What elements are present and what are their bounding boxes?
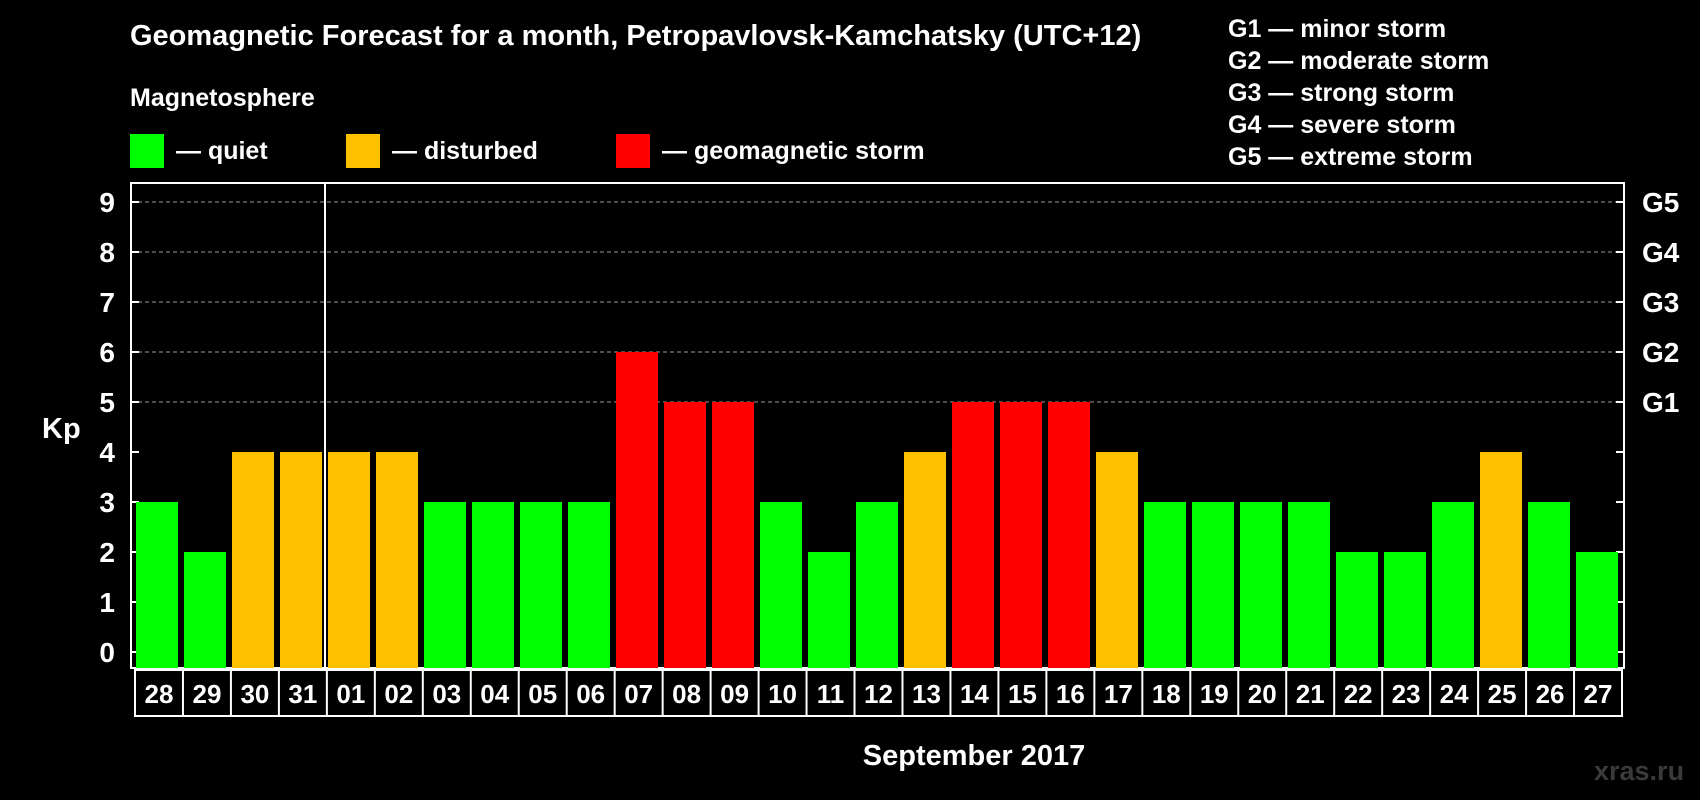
bar-day-21 bbox=[1288, 502, 1330, 668]
bar-day-15 bbox=[1000, 402, 1042, 668]
bar-day-22 bbox=[1336, 552, 1378, 668]
y-tick-label: 7 bbox=[99, 287, 115, 318]
x-tick-label-12: 12 bbox=[864, 679, 893, 709]
x-tick-label-01: 01 bbox=[336, 679, 365, 709]
x-tick-label-20: 20 bbox=[1248, 679, 1277, 709]
x-tick-label-08: 08 bbox=[672, 679, 701, 709]
x-tick-label-02: 02 bbox=[384, 679, 413, 709]
x-tick-label-19: 19 bbox=[1200, 679, 1229, 709]
bar-day-29 bbox=[184, 552, 226, 668]
y-tick-label: 0 bbox=[99, 637, 115, 668]
watermark: xras.ru bbox=[1594, 756, 1685, 786]
storm-scale-g2: G2 — moderate storm bbox=[1228, 47, 1490, 75]
bar-day-06 bbox=[568, 502, 610, 668]
x-tick-label-15: 15 bbox=[1008, 679, 1037, 709]
bar-day-24 bbox=[1432, 502, 1474, 668]
bar-day-09 bbox=[712, 402, 754, 668]
storm-scale-g5: G5 — extreme storm bbox=[1228, 143, 1473, 171]
legend-label-storm: — geomagnetic storm bbox=[662, 136, 925, 165]
storm-scale-g3: G3 — strong storm bbox=[1228, 79, 1455, 107]
x-tick-label-22: 22 bbox=[1344, 679, 1373, 709]
bar-day-04 bbox=[472, 502, 514, 668]
bar-day-31 bbox=[280, 452, 322, 668]
bar-day-14 bbox=[952, 402, 994, 668]
x-tick-label-14: 14 bbox=[960, 679, 989, 709]
x-tick-label-27: 27 bbox=[1584, 679, 1613, 709]
x-tick-label-07: 07 bbox=[624, 679, 653, 709]
bar-day-30 bbox=[232, 452, 274, 668]
bar-day-23 bbox=[1384, 552, 1426, 668]
bar-day-19 bbox=[1192, 502, 1234, 668]
x-tick-label-31: 31 bbox=[288, 679, 317, 709]
right-axis-label-g3: G3 bbox=[1642, 287, 1679, 318]
x-tick-label-29: 29 bbox=[192, 679, 221, 709]
x-tick-label-10: 10 bbox=[768, 679, 797, 709]
x-tick-label-18: 18 bbox=[1152, 679, 1181, 709]
x-tick-label-24: 24 bbox=[1440, 679, 1469, 709]
x-tick-label-13: 13 bbox=[912, 679, 941, 709]
x-tick-label-17: 17 bbox=[1104, 679, 1133, 709]
bar-day-27 bbox=[1576, 552, 1618, 668]
right-axis-label-g1: G1 bbox=[1642, 387, 1679, 418]
legend-label-quiet: — quiet bbox=[176, 136, 268, 165]
legend-item-disturbed: — disturbed bbox=[346, 134, 538, 168]
x-tick-label-11: 11 bbox=[817, 679, 845, 709]
right-axis-label-g4: G4 bbox=[1642, 237, 1680, 268]
bar-day-18 bbox=[1144, 502, 1186, 668]
x-tick-label-06: 06 bbox=[576, 679, 605, 709]
legend-label-disturbed: — disturbed bbox=[392, 136, 538, 165]
right-axis-label-g5: G5 bbox=[1642, 187, 1679, 218]
bar-day-05 bbox=[520, 502, 562, 668]
bar-day-11 bbox=[808, 552, 850, 668]
y-tick-label: 4 bbox=[99, 437, 115, 468]
bar-day-16 bbox=[1048, 402, 1090, 668]
bar-day-26 bbox=[1528, 502, 1570, 668]
legend-item-quiet: — quiet bbox=[130, 134, 268, 168]
bar-day-01 bbox=[328, 452, 370, 668]
x-tick-label-30: 30 bbox=[240, 679, 269, 709]
bar-day-10 bbox=[760, 502, 802, 668]
y-tick-label: 3 bbox=[99, 487, 115, 518]
bar-day-20 bbox=[1240, 502, 1282, 668]
bar-day-03 bbox=[424, 502, 466, 668]
bar-day-07 bbox=[616, 352, 658, 668]
chart-title: Geomagnetic Forecast for a month, Petrop… bbox=[130, 20, 1142, 52]
y-tick-label: 1 bbox=[99, 587, 115, 618]
storm-scale-g4: G4 — severe storm bbox=[1228, 111, 1456, 139]
y-axis-label: Kp bbox=[42, 413, 81, 445]
bar-day-28 bbox=[136, 502, 178, 668]
bar-day-08 bbox=[664, 402, 706, 668]
legend-item-storm: — geomagnetic storm bbox=[616, 134, 925, 168]
x-label-box bbox=[134, 669, 1623, 717]
x-tick-label-21: 21 bbox=[1296, 679, 1325, 709]
x-tick-label-05: 05 bbox=[528, 679, 557, 709]
x-tick-label-23: 23 bbox=[1392, 679, 1421, 709]
right-axis-label-g2: G2 bbox=[1642, 337, 1679, 368]
y-tick-label: 9 bbox=[99, 187, 115, 218]
y-tick-label: 6 bbox=[99, 337, 115, 368]
bar-day-12 bbox=[856, 502, 898, 668]
x-tick-label-28: 28 bbox=[145, 679, 174, 709]
bar-day-02 bbox=[376, 452, 418, 668]
y-tick-label: 5 bbox=[99, 387, 115, 418]
x-tick-label-16: 16 bbox=[1056, 679, 1085, 709]
legend-heading: Magnetosphere bbox=[130, 84, 315, 112]
x-tick-label-09: 09 bbox=[720, 679, 749, 709]
x-tick-label-03: 03 bbox=[432, 679, 461, 709]
storm-scale-legend: G1 — minor storm G2 — moderate storm G3 … bbox=[1228, 13, 1489, 173]
storm-scale-g1: G1 — minor storm bbox=[1228, 15, 1447, 43]
legend-swatch-disturbed bbox=[346, 134, 380, 168]
x-tick-label-25: 25 bbox=[1488, 679, 1517, 709]
legend-swatch-storm bbox=[616, 134, 650, 168]
legend-swatch-quiet bbox=[130, 134, 164, 168]
bar-day-13 bbox=[904, 452, 946, 668]
y-tick-label: 2 bbox=[99, 537, 115, 568]
y-tick-label: 8 bbox=[99, 237, 115, 268]
x-tick-label-04: 04 bbox=[480, 679, 509, 709]
bar-day-17 bbox=[1096, 452, 1138, 668]
bar-day-25 bbox=[1480, 452, 1522, 668]
x-axis-label: September 2017 bbox=[863, 740, 1085, 772]
x-tick-label-26: 26 bbox=[1536, 679, 1565, 709]
